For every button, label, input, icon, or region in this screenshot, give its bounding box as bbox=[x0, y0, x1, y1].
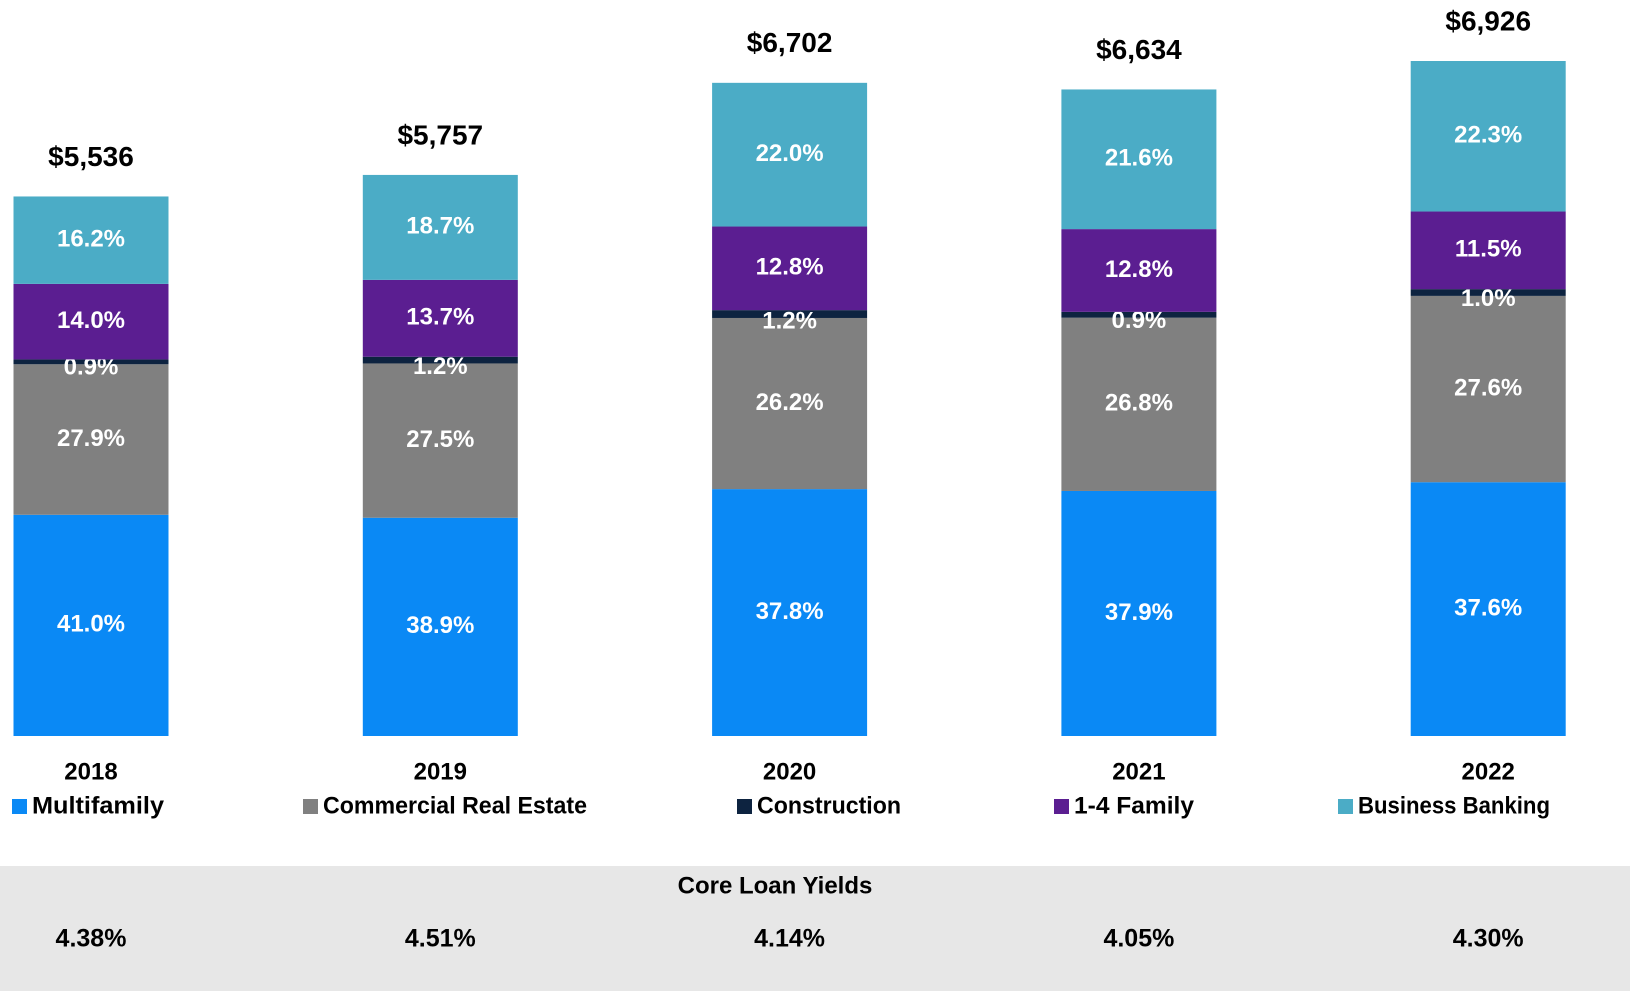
bar-segment bbox=[1061, 89, 1217, 230]
legend-swatch bbox=[1338, 799, 1353, 814]
x-tick-label: 2021 bbox=[1112, 758, 1165, 785]
bar-segment bbox=[362, 356, 518, 364]
legend-label: Commercial Real Estate bbox=[323, 792, 587, 819]
bar-segment bbox=[362, 174, 518, 280]
segment-label: 14.0% bbox=[57, 307, 125, 334]
bar-segment bbox=[712, 310, 868, 318]
bar-segment bbox=[13, 283, 169, 360]
bar-segment bbox=[712, 489, 868, 736]
bar-segment bbox=[712, 82, 868, 227]
segment-label: 12.8% bbox=[1105, 256, 1173, 283]
bar-segment bbox=[1410, 289, 1566, 296]
bar-segment bbox=[362, 517, 518, 736]
bar-segment bbox=[712, 226, 868, 311]
segment-label: 26.2% bbox=[756, 389, 824, 416]
segment-label: 1.0% bbox=[1461, 285, 1516, 312]
segment-label: 1.2% bbox=[413, 353, 468, 380]
bar-segment bbox=[362, 279, 518, 357]
yield-value: 4.51% bbox=[405, 925, 476, 953]
bar-segment bbox=[1410, 61, 1566, 212]
legend-label: Business Banking bbox=[1358, 792, 1550, 819]
bar-segment bbox=[1410, 211, 1566, 290]
total-label: $5,757 bbox=[397, 119, 483, 150]
bar-segment bbox=[1061, 490, 1217, 736]
bar-segment bbox=[1061, 311, 1217, 318]
segment-label: 16.2% bbox=[57, 226, 125, 253]
bar-segment bbox=[712, 317, 868, 490]
x-tick-label: 2018 bbox=[64, 758, 117, 785]
total-label: $5,536 bbox=[48, 141, 134, 172]
segment-label: 27.5% bbox=[406, 426, 474, 453]
segment-label: 26.8% bbox=[1105, 390, 1173, 417]
segment-label: 27.9% bbox=[57, 425, 125, 452]
bar-segment bbox=[13, 514, 169, 736]
segment-label: 18.7% bbox=[406, 213, 474, 240]
yield-band bbox=[0, 866, 1630, 991]
bar-segment bbox=[1410, 482, 1566, 736]
legend-swatch bbox=[12, 799, 27, 814]
segment-label: 38.9% bbox=[406, 612, 474, 639]
bar-segment bbox=[1061, 317, 1217, 491]
bar-segment bbox=[1410, 295, 1566, 483]
x-tick-label: 2022 bbox=[1462, 758, 1515, 785]
legend-label: 1-4 Family bbox=[1074, 792, 1195, 819]
segment-label: 22.3% bbox=[1454, 122, 1522, 149]
yield-value: 4.38% bbox=[56, 925, 127, 953]
x-tick-label: 2019 bbox=[414, 758, 467, 785]
segment-label: 37.8% bbox=[756, 598, 824, 625]
legend-swatch bbox=[737, 799, 752, 814]
bar-segment bbox=[362, 363, 518, 518]
segment-label: 22.0% bbox=[756, 140, 824, 167]
segment-label: 41.0% bbox=[57, 611, 125, 638]
segment-label: 21.6% bbox=[1105, 145, 1173, 172]
yield-value: 4.14% bbox=[754, 925, 825, 953]
segment-label: 27.6% bbox=[1454, 374, 1522, 401]
yield-value: 4.05% bbox=[1103, 925, 1174, 953]
segment-label: 1.2% bbox=[762, 307, 817, 334]
legend-swatch bbox=[1054, 799, 1069, 814]
segment-label: 12.8% bbox=[756, 254, 824, 281]
total-label: $6,634 bbox=[1096, 34, 1182, 65]
bar-segment bbox=[1061, 229, 1217, 312]
x-tick-label: 2020 bbox=[763, 758, 816, 785]
segment-label: 11.5% bbox=[1455, 236, 1522, 263]
bar-segment bbox=[13, 196, 169, 284]
segment-label: 13.7% bbox=[406, 304, 474, 331]
yield-title: Core Loan Yields bbox=[678, 872, 873, 899]
segment-label: 37.6% bbox=[1454, 594, 1522, 621]
yield-value: 4.30% bbox=[1453, 925, 1524, 953]
legend-swatch bbox=[303, 799, 318, 814]
segment-label: 37.9% bbox=[1105, 599, 1173, 626]
total-label: $6,926 bbox=[1445, 5, 1531, 36]
total-label: $6,702 bbox=[747, 27, 833, 58]
bar-segment bbox=[13, 359, 169, 365]
bar-segment bbox=[13, 364, 169, 515]
legend-label: Construction bbox=[757, 792, 901, 819]
legend-label: Multifamily bbox=[32, 792, 165, 819]
